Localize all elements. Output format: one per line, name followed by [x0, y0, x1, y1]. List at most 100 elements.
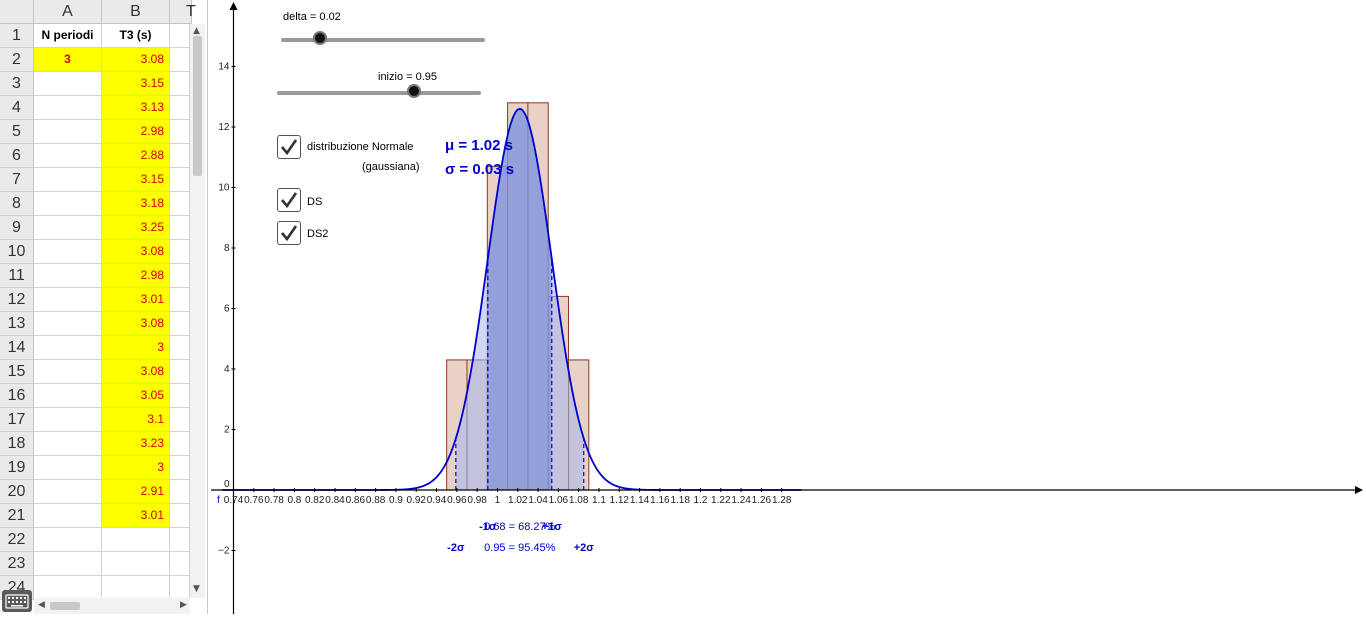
cell-b[interactable]: 3 — [102, 456, 170, 480]
cell-b[interactable]: 3.05 — [102, 384, 170, 408]
cell-a[interactable] — [34, 144, 102, 168]
cell-a[interactable] — [34, 120, 102, 144]
cell-c[interactable] — [170, 48, 190, 72]
row-header[interactable]: 10 — [0, 240, 34, 264]
cell-b[interactable] — [102, 576, 170, 600]
cell-a[interactable] — [34, 264, 102, 288]
cell-b[interactable] — [102, 552, 170, 576]
row-header[interactable]: 23 — [0, 552, 34, 576]
cell-c[interactable] — [170, 552, 190, 576]
cell-b[interactable]: T3 (s) — [102, 24, 170, 48]
cell-c[interactable] — [170, 456, 190, 480]
cell-b[interactable]: 3.08 — [102, 240, 170, 264]
scroll-right-icon[interactable]: ▶ — [180, 600, 187, 610]
cell-a[interactable] — [34, 504, 102, 528]
row-header[interactable]: 17 — [0, 408, 34, 432]
scroll-up-icon[interactable]: ▲ — [193, 26, 200, 36]
cell-b[interactable]: 3.01 — [102, 504, 170, 528]
vertical-scroll-thumb[interactable] — [193, 36, 202, 176]
cell-c[interactable] — [170, 264, 190, 288]
row-header[interactable]: 2 — [0, 48, 34, 72]
cell-a[interactable] — [34, 72, 102, 96]
scroll-left-icon[interactable]: ◀ — [38, 600, 45, 610]
cell-c[interactable] — [170, 360, 190, 384]
row-header[interactable]: 1 — [0, 24, 34, 48]
cell-c[interactable] — [170, 216, 190, 240]
row-header[interactable]: 7 — [0, 168, 34, 192]
cell-b[interactable]: 3 — [102, 336, 170, 360]
cell-a[interactable] — [34, 408, 102, 432]
cell-a[interactable] — [34, 96, 102, 120]
row-header[interactable]: 11 — [0, 264, 34, 288]
histogram-chart[interactable]: 0.74 0.76 0.78 0.8 0.82 0.84 0.86 0.88 0.9 0.92 0.… — [211, 0, 1366, 614]
cell-a[interactable] — [34, 216, 102, 240]
cell-a[interactable] — [34, 384, 102, 408]
slider-delta-thumb[interactable] — [312, 31, 327, 45]
cell-c[interactable] — [170, 168, 190, 192]
cell-a[interactable] — [34, 240, 102, 264]
cell-b[interactable]: 3.08 — [102, 312, 170, 336]
cell-c[interactable] — [170, 480, 190, 504]
cell-a[interactable] — [34, 168, 102, 192]
horizontal-scroll-thumb[interactable] — [50, 602, 80, 610]
column-header-b[interactable]: B — [102, 0, 170, 24]
checkbox-normale[interactable] — [277, 135, 301, 159]
cell-b[interactable]: 2.88 — [102, 144, 170, 168]
row-header[interactable]: 12 — [0, 288, 34, 312]
slider-inizio[interactable] — [277, 84, 481, 98]
row-header[interactable]: 16 — [0, 384, 34, 408]
cell-b[interactable]: 3.08 — [102, 360, 170, 384]
cell-a[interactable] — [34, 456, 102, 480]
checkbox-ds2[interactable] — [277, 221, 301, 245]
row-header[interactable]: 13 — [0, 312, 34, 336]
row-header[interactable]: 5 — [0, 120, 34, 144]
cell-b[interactable]: 3.01 — [102, 288, 170, 312]
cell-c[interactable] — [170, 384, 190, 408]
row-header[interactable]: 4 — [0, 96, 34, 120]
row-header[interactable]: 8 — [0, 192, 34, 216]
cell-c[interactable] — [170, 288, 190, 312]
cell-b[interactable] — [102, 528, 170, 552]
cell-c[interactable] — [170, 408, 190, 432]
cell-b[interactable]: 3.13 — [102, 96, 170, 120]
cell-b[interactable]: 3.1 — [102, 408, 170, 432]
cell-a[interactable] — [34, 312, 102, 336]
cell-b[interactable]: 2.98 — [102, 120, 170, 144]
cell-a[interactable] — [34, 528, 102, 552]
cell-a[interactable] — [34, 336, 102, 360]
cell-b[interactable]: 3.18 — [102, 192, 170, 216]
cell-b[interactable]: 2.91 — [102, 480, 170, 504]
cell-a[interactable]: N periodi — [34, 24, 102, 48]
cell-b[interactable]: 2.98 — [102, 264, 170, 288]
cell-a[interactable]: 3 — [34, 48, 102, 72]
cell-c[interactable] — [170, 432, 190, 456]
cell-c[interactable] — [170, 120, 190, 144]
row-header[interactable]: 20 — [0, 480, 34, 504]
graphics-view[interactable]: 0.74 0.76 0.78 0.8 0.82 0.84 0.86 0.88 0.9 0.92 0.… — [211, 0, 1366, 614]
sheet-corner[interactable] — [0, 0, 34, 24]
cell-c[interactable] — [170, 144, 190, 168]
cell-a[interactable] — [34, 288, 102, 312]
cell-c[interactable] — [170, 528, 190, 552]
row-header[interactable]: 15 — [0, 360, 34, 384]
cell-c[interactable] — [170, 72, 190, 96]
row-header[interactable]: 9 — [0, 216, 34, 240]
cell-c[interactable] — [170, 24, 190, 48]
cell-b[interactable]: 3.15 — [102, 168, 170, 192]
row-header[interactable]: 19 — [0, 456, 34, 480]
row-header[interactable]: 3 — [0, 72, 34, 96]
cell-b[interactable]: 3.25 — [102, 216, 170, 240]
row-header[interactable]: 22 — [0, 528, 34, 552]
cell-a[interactable] — [34, 432, 102, 456]
keyboard-icon[interactable] — [2, 590, 32, 612]
cell-b[interactable]: 3.08 — [102, 48, 170, 72]
cell-c[interactable] — [170, 336, 190, 360]
cell-b[interactable]: 3.23 — [102, 432, 170, 456]
slider-inizio-thumb[interactable] — [406, 84, 421, 98]
checkbox-ds[interactable] — [277, 188, 301, 212]
row-header[interactable]: 18 — [0, 432, 34, 456]
cell-c[interactable] — [170, 192, 190, 216]
scroll-down-icon[interactable]: ▼ — [193, 584, 200, 594]
cell-a[interactable] — [34, 480, 102, 504]
